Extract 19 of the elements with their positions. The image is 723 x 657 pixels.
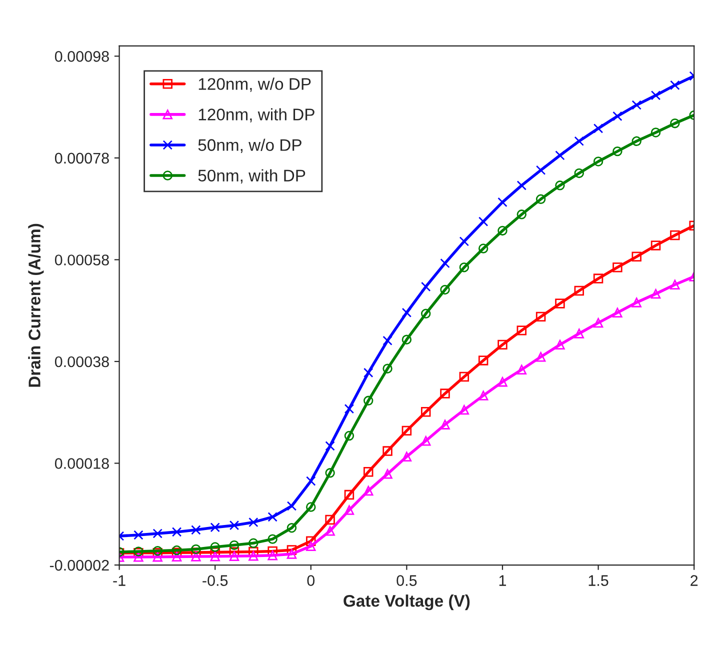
y-tick-label: 0.00038	[54, 356, 109, 368]
y-tick-label: -0.00002	[50, 560, 109, 571]
y-tick-label: 0.00078	[54, 152, 109, 164]
x-tick-label: 0.5	[396, 575, 417, 586]
x-tick-label: 2	[690, 575, 698, 586]
x-tick-label: 0	[307, 575, 315, 586]
x-tick-label: 1.5	[588, 575, 608, 586]
y-tick-label: 0.00058	[54, 254, 109, 266]
legend-label: 50nm, with DP	[198, 169, 306, 184]
x-tick-label: -0.5	[202, 575, 228, 586]
y-tick-label: 0.00018	[54, 458, 109, 469]
y-axis-title: Drain Current (A/um)	[28, 224, 44, 387]
y-tick-label: 0.00098	[54, 51, 109, 62]
legend-label: 50nm, w/o DP	[198, 138, 302, 153]
x-axis-title: Gate Voltage (V)	[344, 594, 470, 610]
x-tick-label: -1	[113, 575, 126, 586]
legend-label: 120nm, with DP	[198, 108, 314, 122]
legend-label: 120nm, w/o DP	[198, 78, 311, 92]
x-tick-label: 1	[499, 575, 506, 586]
